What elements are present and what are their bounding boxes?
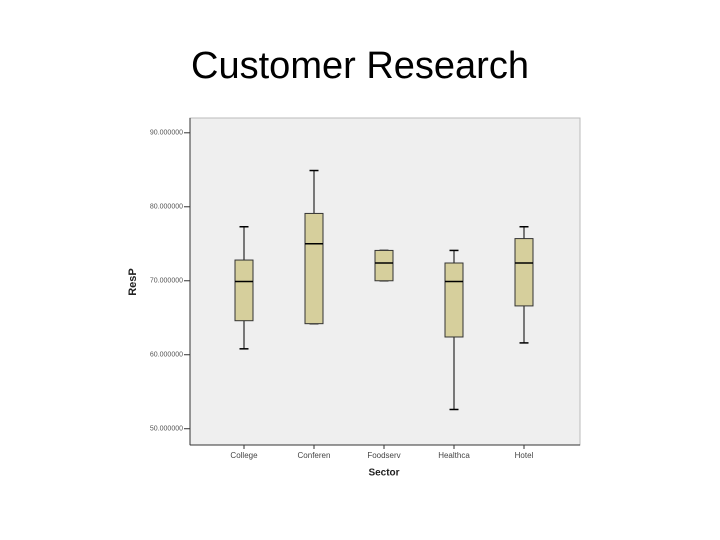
x-tick-label: Healthca	[438, 451, 470, 460]
chart-title: Customer Research	[191, 45, 529, 87]
x-tick-label: Conferen	[298, 451, 331, 460]
y-tick-label: 50.000000	[150, 426, 183, 433]
y-axis-label: ResP	[127, 268, 139, 296]
box	[374, 249, 394, 282]
x-tick-label: College	[230, 451, 258, 460]
box	[444, 262, 464, 338]
x-tick-label: Foodserv	[367, 451, 400, 460]
x-axis-label: Sector	[368, 468, 399, 479]
y-tick-label: 70.000000	[150, 278, 183, 285]
box	[304, 212, 324, 325]
y-tick-label: 90.000000	[150, 130, 183, 137]
box	[234, 259, 254, 322]
y-tick-label: 80.000000	[150, 204, 183, 211]
x-tick-label: Hotel	[515, 451, 534, 460]
y-tick-label: 60.000000	[150, 352, 183, 359]
box	[514, 238, 534, 307]
